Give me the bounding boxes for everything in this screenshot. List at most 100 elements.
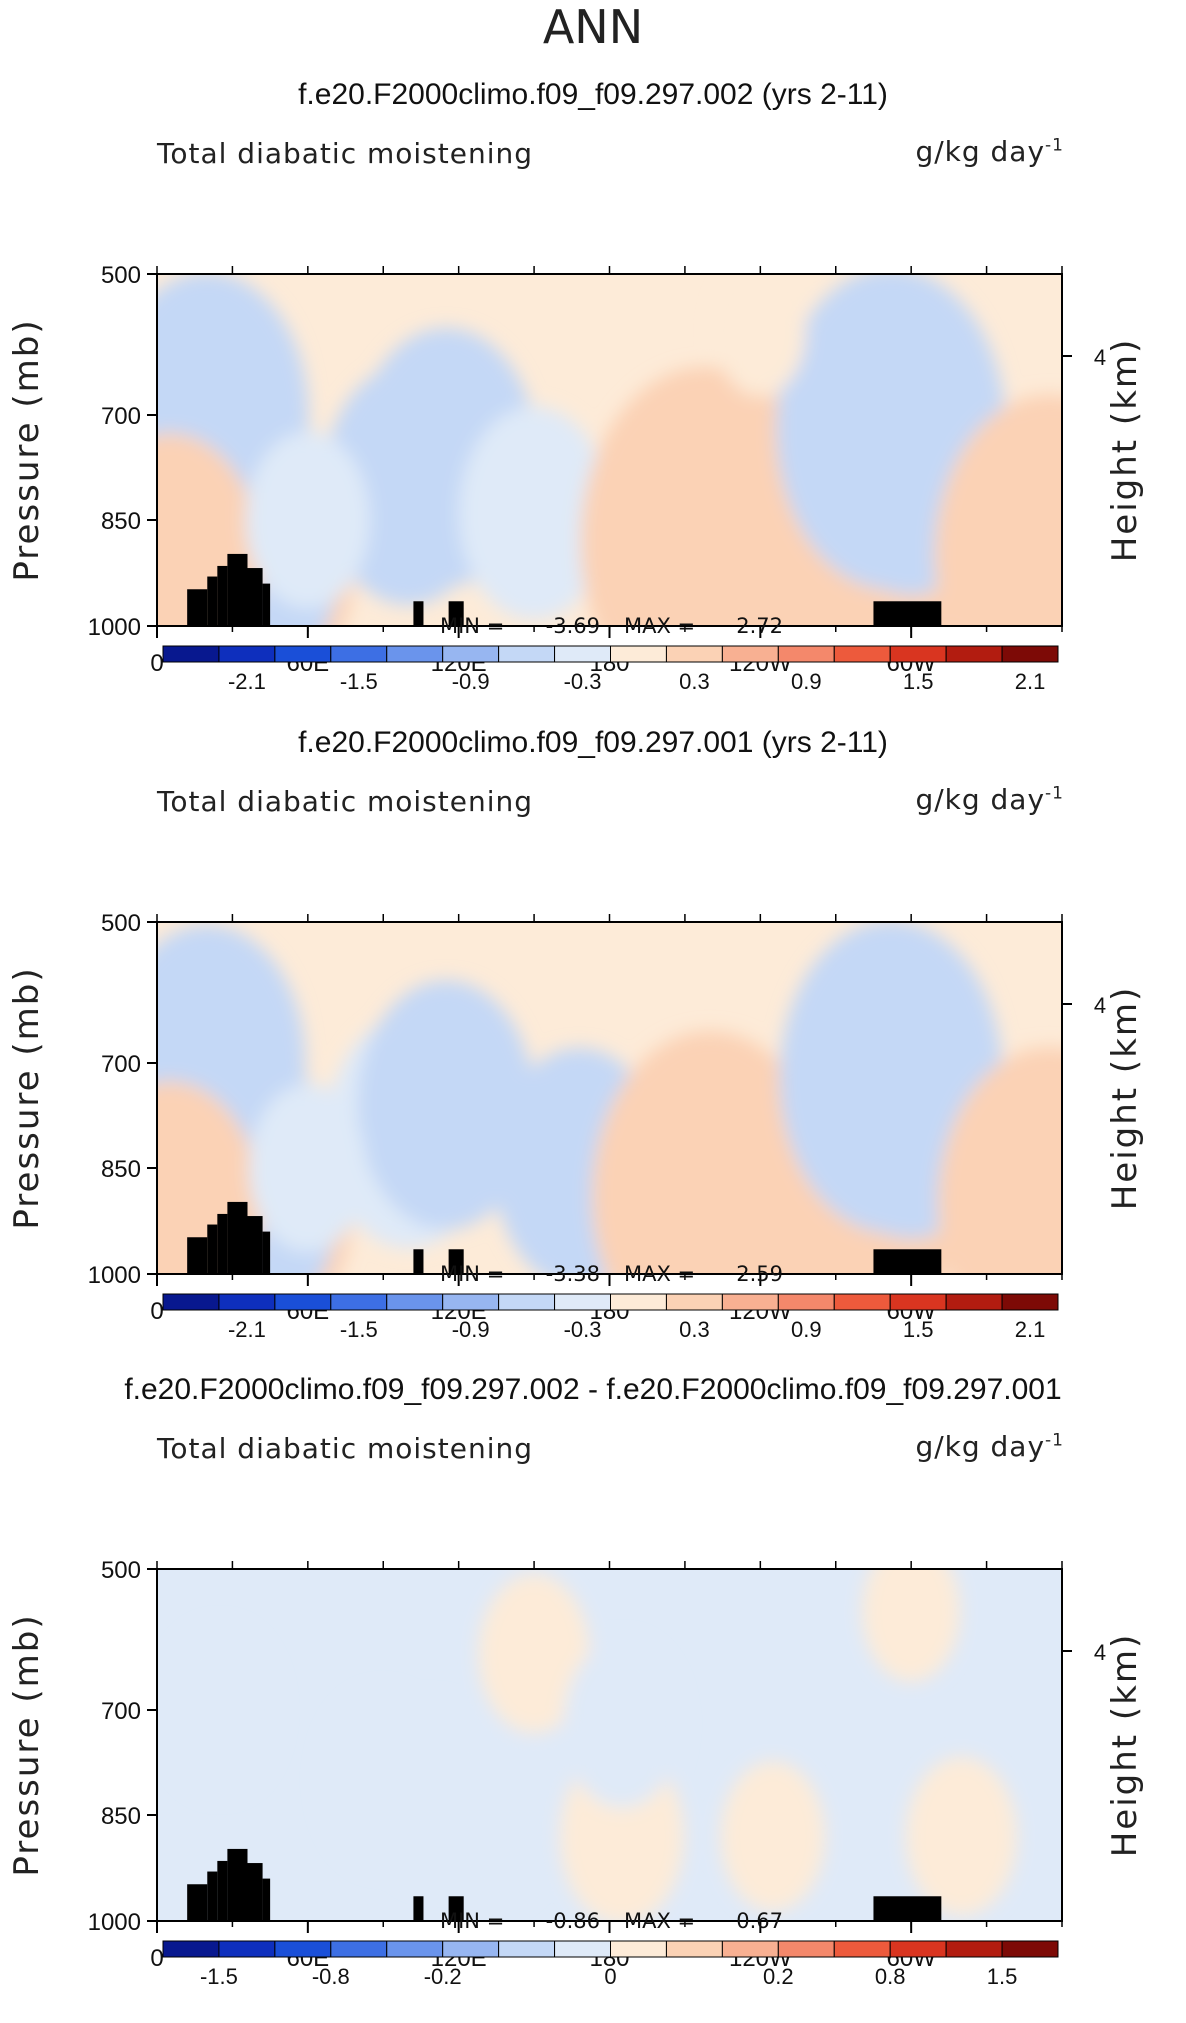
x-tick-label: 0 <box>150 1945 163 1972</box>
topography-block <box>873 601 942 626</box>
y-right-tick-label: 4 <box>1094 345 1106 370</box>
contour-blob <box>161 1625 279 1795</box>
colorbar-swatch <box>1001 1293 1059 1311</box>
topography-block <box>187 1237 208 1274</box>
chart-title: f.e20.F2000climo.f09_f09.297.002 - f.e20… <box>124 1373 1062 1406</box>
max-label: MAX = <box>624 1909 695 1933</box>
units-label: g/kg day-1 <box>915 1430 1064 1463</box>
y-tick-label: 1000 <box>88 1262 141 1289</box>
x-tick-label: 0 <box>150 1298 163 1325</box>
chart-panel-2: f.e20.F2000climo.f09_f09.297.001 (yrs 2-… <box>0 726 1186 1376</box>
min-label: MIN = <box>440 614 504 638</box>
colorbar-label: 0.9 <box>791 1317 822 1342</box>
units-base: g/kg day <box>915 1430 1046 1463</box>
colorbar-swatch <box>274 645 332 663</box>
colorbar-swatch <box>330 645 388 663</box>
colorbar-label: 2.1 <box>1015 1317 1046 1342</box>
colorbar-swatch <box>945 1293 1003 1311</box>
colorbar-label: 0.3 <box>679 669 710 694</box>
colorbar-swatch <box>889 1293 947 1311</box>
topography-block <box>217 1213 228 1274</box>
y-tick-label: 700 <box>101 403 141 430</box>
topography-block <box>207 1224 218 1274</box>
topography-block <box>217 1860 228 1921</box>
units-base: g/kg day <box>915 135 1046 168</box>
min-value: -3.38 <box>546 1262 600 1286</box>
contour-blob <box>934 394 1062 626</box>
topography-block <box>247 1216 263 1274</box>
colorbar-swatch <box>330 1940 388 1958</box>
colorbar-swatch <box>162 1940 220 1958</box>
colorbar-swatch <box>554 645 611 663</box>
y-right-axis-label: Height (km) <box>1105 338 1145 563</box>
units-exponent: -1 <box>1045 783 1064 804</box>
y-tick-label: 700 <box>101 1051 141 1078</box>
colorbar-swatch <box>162 1293 220 1311</box>
contour-blob <box>357 980 535 1230</box>
colorbar-swatch <box>274 1293 332 1311</box>
units-label: g/kg day-1 <box>915 783 1064 816</box>
topography-block <box>413 1249 424 1274</box>
topography-block <box>187 1884 208 1921</box>
colorbar-swatch <box>721 645 779 663</box>
y-axis-label: Pressure (mb) <box>7 966 47 1229</box>
topography-block <box>873 1896 942 1921</box>
colorbar-label: 0.8 <box>875 1964 906 1989</box>
variable-label: Total diabatic moistening <box>157 785 534 818</box>
min-value: -0.86 <box>546 1909 600 1933</box>
colorbar-swatch <box>721 1940 779 1958</box>
y-tick-label: 500 <box>101 262 141 289</box>
topography-block <box>247 568 263 626</box>
y-tick-label: 1000 <box>88 1909 141 1936</box>
topography-block <box>448 601 464 626</box>
topography <box>187 553 942 626</box>
max-value: 0.67 <box>736 1909 783 1933</box>
topography-block <box>262 1231 271 1274</box>
max-value: 2.72 <box>736 614 783 638</box>
colorbar-swatch <box>330 1293 388 1311</box>
max-label: MAX = <box>624 614 695 638</box>
y-axis-label: Pressure (mb) <box>7 1613 47 1876</box>
contour-blob <box>714 274 806 397</box>
page-title: ANN <box>542 0 644 54</box>
max-label: MAX = <box>624 1262 695 1286</box>
topography-block <box>217 565 228 626</box>
chart-title: f.e20.F2000climo.f09_f09.297.001 (yrs 2-… <box>298 726 888 759</box>
topography-block <box>413 601 424 626</box>
units-exponent: -1 <box>1045 1430 1064 1451</box>
colorbar-swatch <box>442 1940 500 1958</box>
y-tick-label: 1000 <box>88 614 141 641</box>
y-right-axis-label: Height (km) <box>1105 986 1145 1211</box>
topography-block <box>207 576 218 626</box>
colorbar-swatch <box>721 1293 779 1311</box>
colorbar-swatch <box>889 1940 947 1958</box>
contour-field <box>157 922 1062 1274</box>
colorbar-label: -1.5 <box>340 669 378 694</box>
contour-blob <box>563 1639 681 1809</box>
colorbar <box>162 645 1059 663</box>
colorbar-label: -0.3 <box>564 669 602 694</box>
variable-label: Total diabatic moistening <box>157 1432 534 1465</box>
topography-block <box>413 1896 424 1921</box>
colorbar-label: 0 <box>604 1964 616 1989</box>
topography-block <box>262 583 271 626</box>
contour-field <box>161 1569 1017 1921</box>
colorbar-swatch <box>889 645 947 663</box>
colorbar-swatch <box>554 1293 611 1311</box>
colorbar-swatch <box>777 1293 835 1311</box>
colorbar-swatch <box>498 1293 556 1311</box>
topography-block <box>187 589 208 626</box>
colorbar-swatch <box>665 1940 723 1958</box>
y-right-tick-label: 4 <box>1094 993 1106 1018</box>
topography <box>187 1201 942 1274</box>
topography <box>187 1848 942 1921</box>
topography-block <box>227 1848 248 1921</box>
colorbar-swatch <box>162 645 220 663</box>
colorbar-label: -0.9 <box>452 1317 490 1342</box>
colorbar-swatch <box>610 645 667 663</box>
colorbar-swatch <box>610 1293 667 1311</box>
colorbar-label: -0.2 <box>424 1964 462 1989</box>
colorbar-swatch <box>665 645 723 663</box>
contour-blob <box>862 1569 961 1682</box>
